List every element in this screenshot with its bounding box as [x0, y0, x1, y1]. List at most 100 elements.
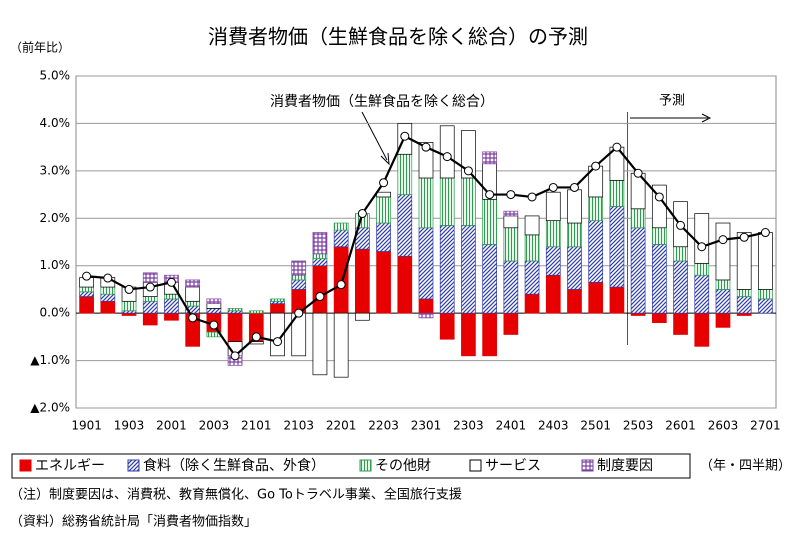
bar-segment — [673, 246, 688, 262]
legend-swatch — [581, 459, 594, 472]
legend-swatch — [359, 459, 372, 472]
bar-segment — [206, 298, 222, 305]
cpi-point — [654, 192, 664, 202]
bar-segment — [482, 244, 497, 314]
bar-segment — [248, 310, 264, 314]
bar-segment — [758, 298, 773, 314]
annotation-arrowhead — [380, 152, 390, 166]
bar-segment — [397, 255, 413, 314]
bar-segment — [185, 300, 201, 307]
x-tick-label: 2001 — [156, 419, 187, 433]
bar-segment — [270, 298, 285, 302]
bar-segment — [715, 222, 731, 281]
bar-segment — [164, 293, 179, 300]
bar-segment — [100, 286, 116, 295]
bar-segment — [164, 298, 179, 314]
cpi-point — [612, 142, 622, 152]
bar-segment — [609, 179, 625, 207]
cpi-point — [548, 182, 558, 192]
bar-segment — [142, 300, 158, 314]
y-tick-label: 4.0% — [40, 116, 71, 130]
y-tick-label: 1.0% — [40, 258, 71, 272]
bar-segment — [142, 296, 158, 302]
bar-segment — [291, 279, 307, 290]
bar-segment — [355, 312, 370, 321]
bar-segment — [227, 310, 243, 314]
bar-segment — [630, 312, 646, 316]
bar-segment — [503, 260, 519, 314]
cpi-point — [336, 280, 346, 290]
bar-segment — [694, 274, 710, 314]
line-annotation: 消費者物価（生鮮食品を除く総合） — [270, 93, 494, 110]
bar-segment — [482, 198, 497, 245]
bar-segment — [376, 196, 391, 224]
bar-segment — [630, 227, 646, 314]
x-tick-label: 2403 — [538, 419, 569, 433]
bar-segment — [79, 286, 94, 293]
chart-title: 消費者物価（生鮮食品を除く総合）の予測 — [208, 25, 588, 49]
bar-segment — [736, 312, 752, 316]
bar-segment — [312, 258, 328, 267]
bar-segment — [651, 312, 667, 323]
source: （資料）総務省統計局「消費者物価指数」 — [10, 514, 257, 530]
bar-segment — [524, 293, 540, 314]
cpi-point — [739, 232, 749, 242]
cpi-point — [124, 284, 134, 294]
bar-segment — [567, 246, 582, 290]
cpi-point — [633, 168, 643, 178]
cpi-point — [485, 190, 495, 200]
x-tick-label: 2103 — [283, 419, 314, 433]
bar-segment — [758, 289, 773, 300]
bar-segment — [333, 222, 349, 231]
bar-segment — [673, 312, 688, 335]
y-axis-label: （前年比） — [10, 40, 70, 55]
x-tick-label: 2203 — [368, 419, 399, 433]
bar-segment — [227, 312, 243, 342]
bar-segment — [418, 298, 434, 314]
x-tick-label: 2303 — [453, 419, 484, 433]
bar-segment — [291, 260, 307, 276]
forecast-arrowhead — [701, 113, 712, 123]
bar-segment — [185, 286, 201, 302]
bar-segment — [333, 246, 349, 314]
bar-segment — [524, 215, 540, 236]
bar-segment — [567, 189, 582, 224]
bar-segment — [100, 293, 116, 302]
bar-segment — [397, 194, 413, 257]
bar-segment — [312, 253, 328, 259]
cpi-point — [676, 220, 686, 230]
legend-label: サービス — [485, 458, 541, 474]
cpi-point — [82, 271, 92, 281]
bar-segment — [694, 213, 710, 264]
bar-segment — [503, 210, 519, 217]
bar-segment — [312, 232, 328, 255]
forecast-label: 予測 — [659, 94, 685, 109]
bar-segment — [312, 265, 328, 314]
x-tick-label: 1901 — [71, 419, 102, 433]
bar-segment — [312, 312, 328, 376]
bar-segment — [164, 312, 179, 321]
bar-segment — [270, 300, 285, 305]
annotation-arrow — [361, 111, 388, 161]
cpi-point — [103, 273, 113, 283]
legend-frame — [11, 453, 691, 479]
cpi-point — [379, 178, 389, 188]
bar-segment — [588, 196, 604, 222]
bar-segment — [376, 222, 391, 252]
bar-segment — [418, 312, 434, 319]
bar-segment — [185, 279, 201, 288]
legend-label: その他財 — [375, 458, 431, 474]
bar-segment — [651, 227, 667, 245]
bar-segment — [524, 260, 540, 295]
bar-segment — [736, 289, 752, 297]
cpi-point — [315, 292, 325, 302]
cpi-point — [400, 131, 410, 141]
legend-swatch — [127, 459, 140, 472]
bar-segment — [142, 272, 158, 283]
bar-segment — [461, 177, 476, 226]
bar-segment — [588, 220, 604, 283]
cpi-point — [230, 351, 240, 361]
x-axis-label: （年・四半期） — [700, 459, 791, 474]
cpi-point — [209, 320, 219, 330]
